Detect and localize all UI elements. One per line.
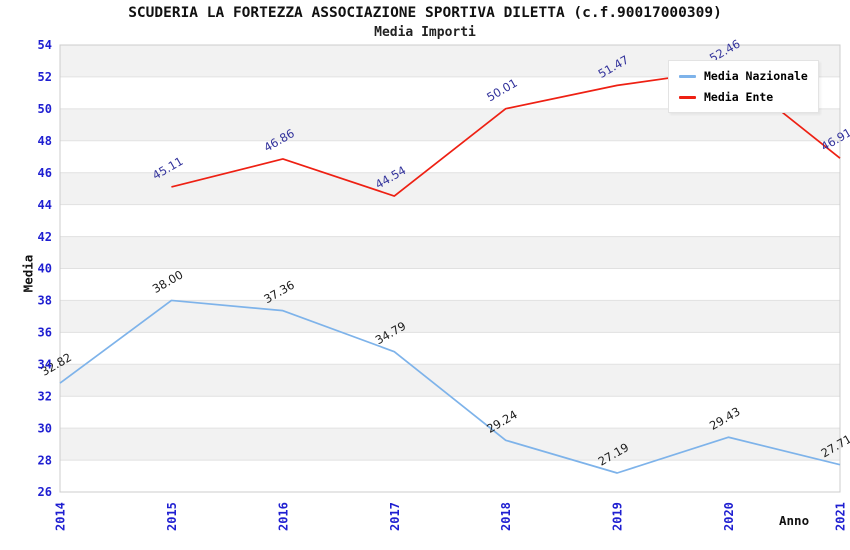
legend-item-media-ente: Media Ente — [679, 90, 808, 104]
x-tick-label: 2015 — [165, 502, 179, 531]
y-tick-label: 32 — [38, 389, 52, 403]
plot-band — [60, 204, 840, 237]
x-tick-label: 2014 — [54, 502, 68, 531]
y-tick-label: 46 — [38, 166, 52, 180]
plot-band — [60, 396, 840, 429]
plot-band — [60, 460, 840, 492]
series-line-media-nazionale — [59, 299, 841, 474]
legend: Media Nazionale Media Ente — [668, 60, 819, 113]
x-tick-label: 2017 — [388, 502, 402, 531]
plot-band — [60, 332, 840, 365]
plot-band — [60, 108, 840, 141]
legend-label-media-nazionale: Media Nazionale — [704, 69, 808, 83]
chart-title: SCUDERIA LA FORTEZZA ASSOCIAZIONE SPORTI… — [128, 5, 722, 21]
plot-band — [60, 172, 840, 205]
y-tick-label: 38 — [38, 294, 52, 308]
plot-band — [60, 268, 840, 301]
y-tick-label: 42 — [38, 230, 52, 244]
y-tick-label: 34 — [38, 357, 52, 371]
y-tick-label: 54 — [38, 38, 52, 52]
y-tick-label: 52 — [38, 70, 52, 84]
x-axis-title: Anno — [779, 513, 810, 528]
x-tick-label: 2016 — [276, 502, 290, 531]
y-tick-label: 36 — [38, 326, 52, 340]
y-tick-label: 44 — [38, 198, 52, 212]
plot-band — [60, 428, 840, 461]
legend-label-media-ente: Media Ente — [704, 90, 774, 104]
x-tick-label: 2020 — [722, 502, 736, 531]
y-tick-label: 30 — [38, 421, 52, 435]
legend-item-media-nazionale: Media Nazionale — [679, 69, 808, 83]
chart-subtitle: Media Importi — [374, 25, 476, 40]
plot-band — [60, 236, 840, 269]
plot-band — [60, 364, 840, 397]
x-tick-label: 2019 — [611, 502, 625, 531]
y-tick-label: 50 — [38, 102, 52, 116]
plot-band — [60, 300, 840, 333]
legend-swatch-media-ente — [679, 95, 696, 99]
y-tick-label: 40 — [38, 262, 52, 276]
y-axis-title: Media — [20, 254, 36, 293]
plot-band — [60, 140, 840, 173]
y-tick-label: 48 — [38, 134, 52, 148]
legend-swatch-media-nazionale — [679, 74, 696, 78]
y-tick-label: 26 — [38, 485, 52, 499]
x-tick-label: 2018 — [499, 502, 513, 531]
y-tick-label: 28 — [38, 453, 52, 467]
x-tick-label: 2021 — [834, 502, 848, 531]
plot-border — [59, 44, 841, 493]
